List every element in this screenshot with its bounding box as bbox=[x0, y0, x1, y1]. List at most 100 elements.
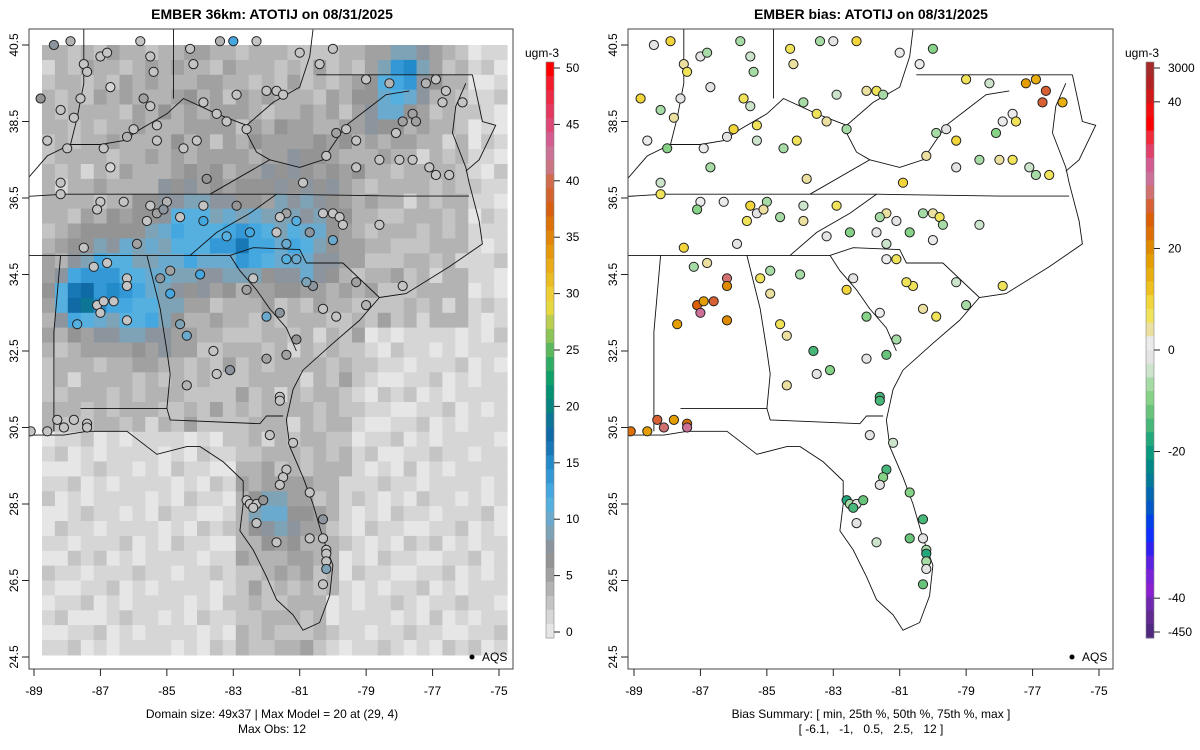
bias-point bbox=[655, 104, 666, 116]
grid-cell bbox=[455, 387, 469, 403]
station-point bbox=[145, 200, 156, 211]
station-point bbox=[244, 227, 255, 238]
grid-cell bbox=[494, 595, 508, 611]
grid-cell bbox=[235, 550, 250, 567]
grid-cell bbox=[390, 476, 405, 492]
grid-cell bbox=[80, 565, 95, 582]
grid-cell bbox=[248, 283, 263, 299]
grid-cell bbox=[468, 193, 482, 210]
grid-cell bbox=[390, 595, 405, 611]
y-tick-label: 38.5 bbox=[606, 109, 620, 133]
grid-cell bbox=[468, 416, 482, 433]
bias-point bbox=[781, 330, 792, 341]
grid-cell bbox=[42, 312, 56, 329]
grid-cell bbox=[106, 104, 121, 120]
grid-cell bbox=[184, 193, 198, 210]
grid-cell bbox=[287, 119, 301, 135]
station-point bbox=[314, 59, 325, 70]
station-point bbox=[374, 219, 385, 230]
colorbar-swatch bbox=[546, 258, 554, 274]
grid-cell bbox=[468, 535, 482, 552]
grid-cell bbox=[184, 431, 198, 448]
bias-point bbox=[1044, 169, 1055, 181]
grid-cell bbox=[119, 387, 133, 403]
grid-cell bbox=[171, 164, 185, 180]
bias-point bbox=[708, 296, 719, 307]
grid-cell bbox=[494, 164, 508, 180]
station-point bbox=[351, 162, 362, 173]
grid-cell bbox=[481, 476, 495, 492]
grid-cell bbox=[132, 535, 146, 552]
grid-cell bbox=[364, 402, 379, 418]
grid-cell bbox=[481, 387, 495, 403]
grid-cell bbox=[390, 535, 405, 552]
grid-cell bbox=[54, 446, 69, 463]
bias-point bbox=[748, 66, 759, 77]
grid-cell bbox=[248, 476, 263, 492]
grid-cell bbox=[119, 45, 133, 61]
bias-point bbox=[765, 288, 776, 299]
grid-cell bbox=[158, 119, 172, 135]
bias-point bbox=[1030, 169, 1042, 181]
grid-cell bbox=[80, 535, 95, 552]
grid-cell bbox=[158, 342, 172, 358]
grid-cell bbox=[80, 491, 95, 507]
grid-cell bbox=[171, 104, 185, 120]
grid-cell bbox=[326, 134, 340, 150]
grid-cell bbox=[222, 431, 237, 448]
grid-cell bbox=[80, 595, 95, 611]
grid-cell bbox=[364, 104, 379, 120]
grid-cell bbox=[261, 104, 276, 120]
grid-cell bbox=[429, 431, 443, 448]
grid-cell bbox=[209, 476, 224, 492]
grid-cell bbox=[158, 238, 172, 254]
grid-cell bbox=[132, 565, 146, 582]
grid-cell bbox=[261, 59, 276, 76]
grid-cell bbox=[171, 476, 185, 492]
grid-cell bbox=[300, 625, 314, 641]
grid-cell bbox=[300, 193, 314, 210]
grid-cell bbox=[300, 506, 314, 522]
y-tick-label: 32.5 bbox=[606, 339, 620, 363]
grid-cell bbox=[209, 625, 224, 641]
grid-cell bbox=[80, 45, 95, 61]
grid-cell bbox=[326, 506, 340, 522]
grid-cell bbox=[455, 640, 469, 656]
grid-cell bbox=[248, 253, 263, 269]
grid-cell bbox=[339, 164, 353, 180]
grid-cell bbox=[248, 535, 263, 552]
grid-cell bbox=[261, 461, 276, 477]
grid-cell bbox=[119, 610, 133, 626]
grid-cell bbox=[93, 402, 108, 418]
bias-point bbox=[891, 254, 902, 265]
y-tick-label: 32.5 bbox=[7, 339, 21, 363]
station-point bbox=[198, 97, 209, 108]
grid-cell bbox=[54, 461, 69, 477]
grid-cell bbox=[222, 461, 237, 477]
grid-cell bbox=[326, 580, 340, 596]
grid-cell bbox=[416, 506, 431, 522]
bias-point bbox=[718, 196, 729, 207]
grid-cell bbox=[481, 491, 495, 507]
grid-cell bbox=[364, 119, 379, 135]
grid-cell bbox=[145, 640, 159, 656]
boundary-line bbox=[829, 255, 897, 352]
grid-cell bbox=[352, 149, 366, 165]
bias-point bbox=[941, 124, 952, 135]
grid-cell bbox=[274, 416, 288, 433]
grid-cell bbox=[42, 178, 56, 195]
station-point bbox=[231, 89, 242, 100]
bias-point bbox=[904, 533, 915, 544]
bias-point bbox=[741, 215, 753, 227]
grid-cell bbox=[171, 342, 185, 358]
station-point bbox=[92, 204, 103, 215]
colorbar-swatch bbox=[546, 441, 554, 456]
grid-cell bbox=[390, 372, 405, 388]
grid-cell bbox=[313, 461, 327, 477]
grid-cell bbox=[222, 297, 237, 314]
grid-cell bbox=[442, 446, 456, 463]
grid-cell bbox=[377, 253, 392, 269]
grid-cell bbox=[377, 119, 392, 135]
y-tick-label: 24.5 bbox=[7, 645, 21, 669]
